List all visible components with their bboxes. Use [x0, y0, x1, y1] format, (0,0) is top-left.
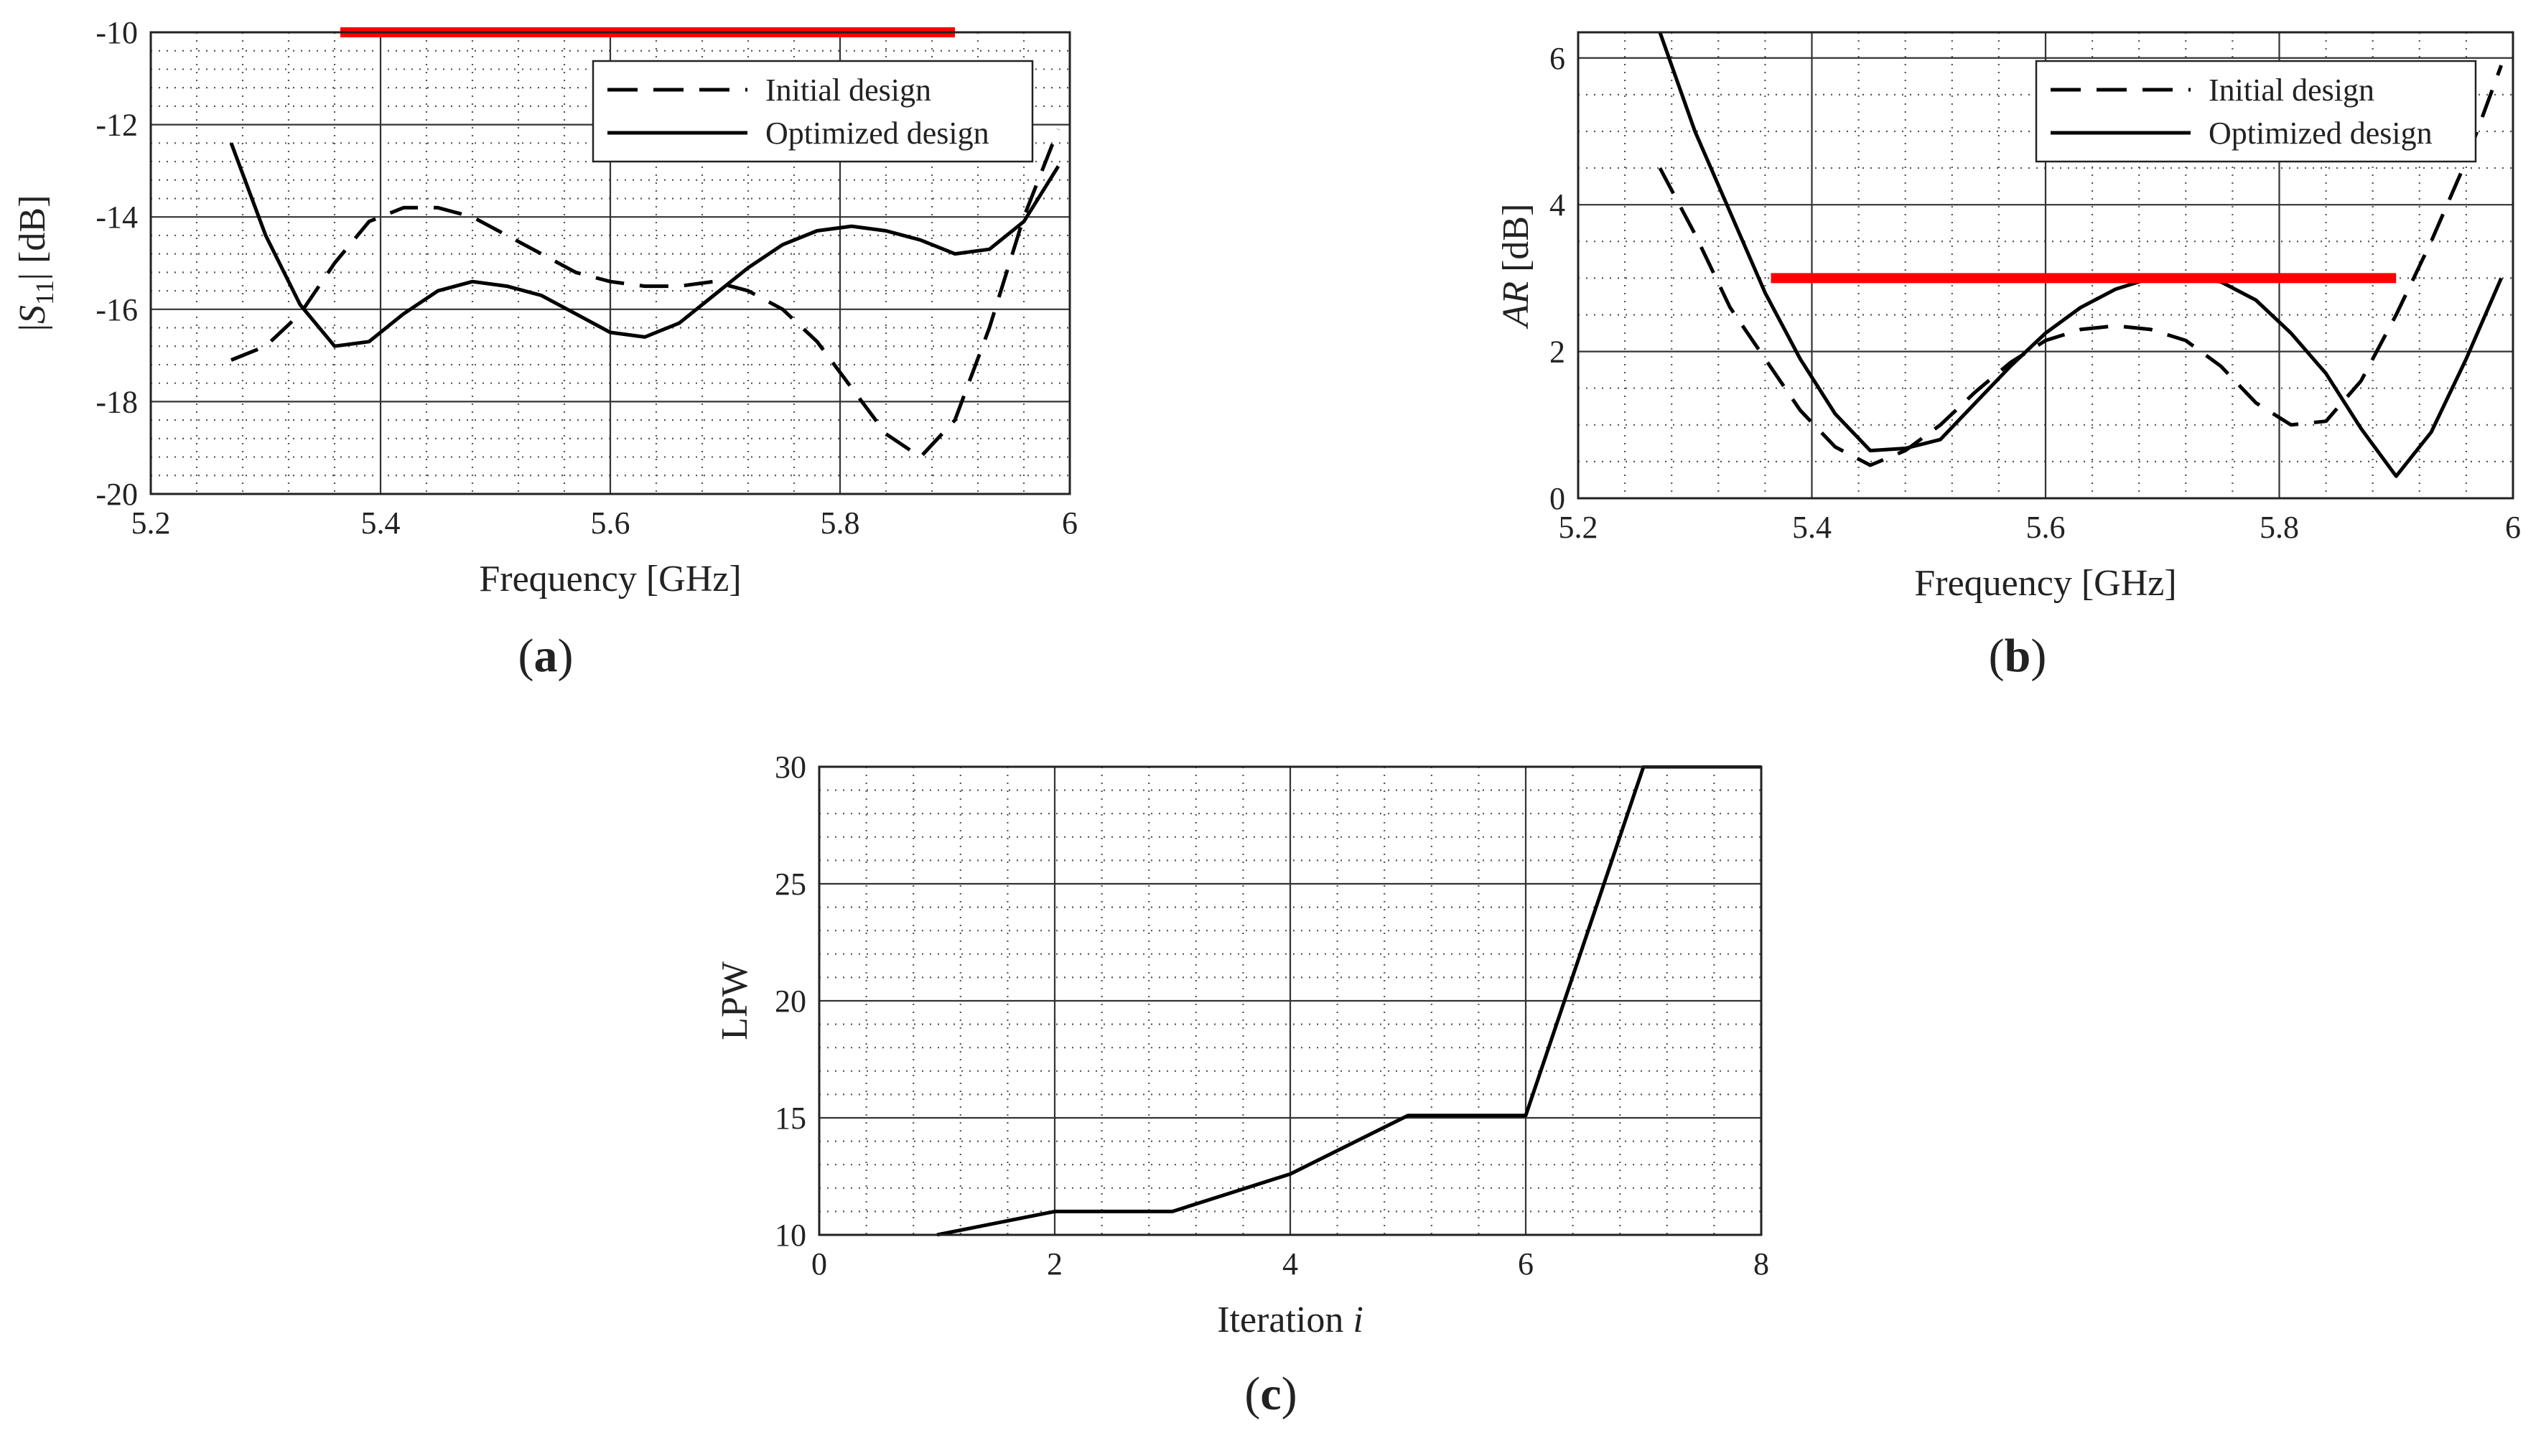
- x-axis-title: Iteration i: [1217, 1299, 1363, 1340]
- x-tick-label: 5.6: [2026, 510, 2066, 545]
- panel-b-axial-ratio-chart: 5.2 5.4 5.6 5.8 6 0 2 4 6 Frequency [GHz] AR [dB] I…: [1496, 31, 2521, 682]
- y-tick-label: -18: [95, 384, 138, 419]
- x-tick-label: 5.2: [131, 505, 171, 541]
- x-tick-label: 6: [1062, 505, 1078, 541]
- x-tick-label: 5.4: [361, 505, 401, 541]
- y-tick-label: -16: [95, 292, 138, 327]
- major-grid: [1578, 32, 2513, 498]
- panel-c-lpw-chart: 0 2 4 6 8 10 15 20 25 30 Iteration i LPW (c): [714, 750, 1769, 1420]
- initial-design-line: [230, 129, 1060, 459]
- x-tick-label: 5.4: [1792, 510, 1832, 545]
- series-group: [229, 129, 1060, 459]
- x-tick-label: 6: [2505, 510, 2521, 545]
- legend-entry-label: Initial design: [765, 73, 931, 108]
- panel-a-s11-chart: 5.2 5.4 5.6 5.8 6 -20 -18 -16 -14 -12 -10 Frequency…: [12, 15, 1078, 682]
- lpw-line: [936, 765, 1761, 1236]
- y-tick-label: 10: [775, 1218, 806, 1253]
- y-tick-label: -12: [95, 108, 138, 143]
- x-tick-label: 5.8: [2260, 510, 2299, 545]
- series-group: [1658, 32, 2504, 478]
- y-tick-label: 20: [775, 984, 806, 1019]
- y-tick-label: 25: [775, 867, 806, 902]
- legend-box: [592, 60, 1034, 163]
- panel-label: (c): [1244, 1368, 1297, 1420]
- x-axis-title: Frequency [GHz]: [479, 559, 741, 599]
- x-tick-label: 2: [1047, 1246, 1063, 1282]
- legend-entry-label: Optimized design: [765, 116, 989, 151]
- axes-frame: [149, 31, 1071, 495]
- y-tick-label: 0: [1549, 481, 1565, 516]
- x-tick-label: 4: [1282, 1246, 1298, 1282]
- y-axis-title: LPW: [714, 961, 755, 1040]
- panel-label: (a): [518, 630, 574, 682]
- x-axis-title: Frequency [GHz]: [1914, 563, 2176, 604]
- panel-label: (b): [1989, 630, 2047, 682]
- y-axis-title: |S11| [dB]: [12, 195, 59, 332]
- x-tick-label: 6: [1518, 1246, 1534, 1282]
- legend-box: [2035, 60, 2477, 163]
- y-tick-label: -20: [95, 477, 138, 512]
- y-tick-label: 6: [1549, 41, 1565, 76]
- y-tick-label: -10: [95, 15, 138, 50]
- y-tick-label: 4: [1549, 187, 1565, 223]
- legend-entry-label: Initial design: [2209, 73, 2374, 108]
- axes-frame: [1577, 31, 2514, 500]
- y-axis-title: AR [dB]: [1496, 204, 1537, 330]
- x-tick-label: 0: [811, 1246, 827, 1282]
- x-tick-label: 5.8: [821, 505, 860, 541]
- initial-design-line: [1658, 65, 2504, 467]
- y-tick-label: 30: [775, 750, 806, 785]
- x-tick-label: 8: [1753, 1246, 1769, 1282]
- legend-entry-label: Optimized design: [2209, 116, 2433, 151]
- y-tick-label: -14: [95, 200, 138, 235]
- optimized-design-line: [1658, 32, 2503, 478]
- x-tick-label: 5.2: [1559, 510, 1598, 545]
- legend: Initial design Optimized design: [592, 60, 1034, 163]
- x-tick-label: 5.6: [591, 505, 630, 541]
- y-tick-label: 2: [1549, 335, 1565, 370]
- axes-frame: [818, 765, 1763, 1236]
- optimized-design-line: [229, 142, 1060, 348]
- series-group: [936, 765, 1761, 1236]
- y-tick-label: 15: [775, 1101, 806, 1136]
- legend: Initial design Optimized design: [2035, 60, 2477, 163]
